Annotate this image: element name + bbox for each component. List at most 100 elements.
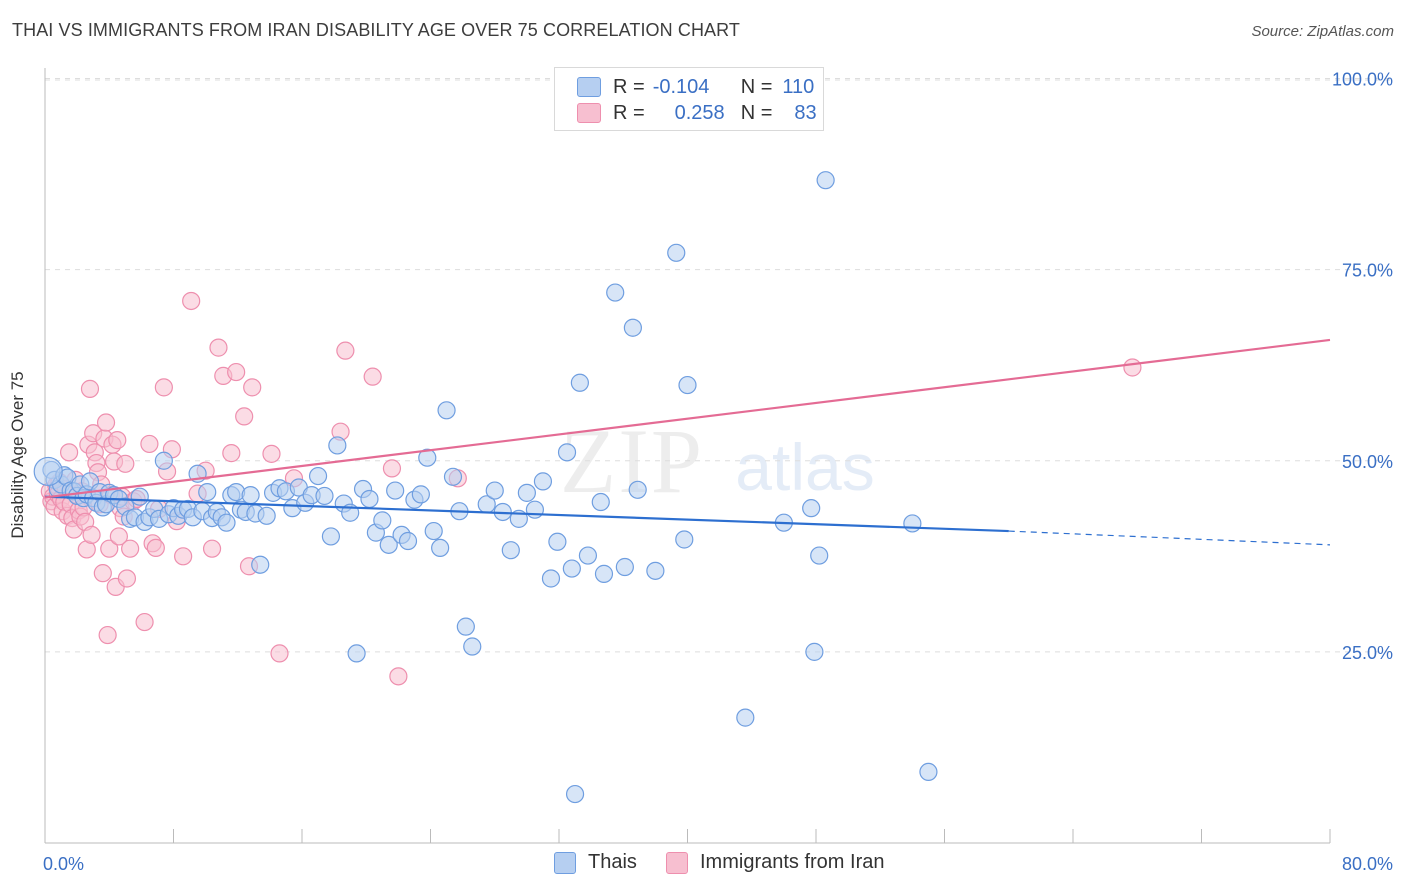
data-point <box>557 443 577 462</box>
legend-label-iran: Immigrants from Iran <box>700 851 885 873</box>
data-point <box>675 530 694 549</box>
data-point <box>270 644 289 663</box>
data-point <box>373 511 392 530</box>
legend-n-value: 110 <box>782 75 815 98</box>
data-point <box>209 338 228 357</box>
data-point <box>628 480 647 499</box>
data-point <box>463 637 482 656</box>
watermark-atlas: atlas <box>735 430 874 504</box>
trend-line-iran <box>44 338 1331 499</box>
y-axis-label: Disability Age Over 75 <box>8 371 27 539</box>
data-point <box>816 171 835 190</box>
data-point <box>517 483 536 502</box>
data-point <box>411 485 430 504</box>
data-point <box>565 784 585 804</box>
y-tick-label: 100.0% <box>1332 70 1393 90</box>
data-point <box>389 667 408 686</box>
data-point <box>678 375 697 395</box>
data-point <box>386 481 405 500</box>
data-point <box>736 708 755 727</box>
y-tick-label: 75.0% <box>1342 261 1393 281</box>
data-point <box>805 642 824 661</box>
data-point <box>431 538 450 558</box>
legend-n-label: N = <box>740 75 773 98</box>
data-point <box>594 564 614 583</box>
data-point <box>437 401 456 420</box>
data-point <box>363 367 382 386</box>
data-point <box>443 467 463 486</box>
data-point <box>135 612 154 632</box>
data-point <box>398 531 418 551</box>
data-point <box>241 486 260 505</box>
data-point <box>262 444 281 463</box>
data-point <box>667 243 686 262</box>
correlation-legend: R = -0.104 N = 110 R = 0.258 N = 83 <box>554 67 824 131</box>
data-point <box>570 373 589 392</box>
data-point <box>96 413 116 432</box>
data-point <box>202 539 222 558</box>
legend-swatch-iran <box>666 851 688 874</box>
data-point <box>98 625 117 645</box>
y-tick-label: 25.0% <box>1342 643 1393 663</box>
legend-swatch-blue <box>577 77 601 97</box>
x-tick-label-max: 80.0% <box>1342 854 1393 874</box>
data-point <box>541 569 561 588</box>
data-point <box>93 564 112 583</box>
data-point <box>615 557 634 577</box>
legend-r-label: R = <box>613 75 645 98</box>
data-point <box>117 569 137 588</box>
data-point <box>108 431 127 450</box>
y-tick-label: 50.0% <box>1342 452 1393 472</box>
legend-item-iran: Immigrants from Iran <box>666 851 884 874</box>
data-point <box>198 482 217 502</box>
data-point <box>121 539 140 558</box>
data-point <box>80 379 100 398</box>
data-point <box>154 451 173 470</box>
data-point <box>116 454 135 473</box>
legend-row-thais: R = -0.104 N = 110 <box>577 75 814 99</box>
data-point <box>456 617 475 636</box>
legend-r-value: -0.104 <box>652 75 710 98</box>
data-point <box>360 489 379 509</box>
data-point <box>623 318 642 337</box>
data-point <box>227 362 246 382</box>
data-point <box>321 527 341 546</box>
data-point <box>182 291 201 311</box>
data-point <box>810 546 829 565</box>
legend-item-thais: Thais <box>554 851 637 874</box>
data-point <box>82 525 101 545</box>
data-point <box>382 459 402 478</box>
data-point <box>109 527 128 546</box>
axes <box>44 68 1331 844</box>
trend-line-thais-extension <box>1008 530 1331 546</box>
data-point <box>548 532 567 551</box>
data-point <box>347 644 366 663</box>
data-point <box>235 407 254 426</box>
data-point <box>174 547 193 566</box>
legend-n-label: N = <box>740 101 773 124</box>
data-point <box>33 456 63 487</box>
data-point <box>379 535 398 554</box>
x-tick-label-min: 0.0% <box>43 854 84 874</box>
data-point <box>257 506 276 525</box>
data-point <box>578 546 598 565</box>
tick-labels: 25.0% 50.0% 75.0% 100.0% 0.0% 80.0% <box>43 70 1393 875</box>
data-point <box>591 492 610 512</box>
data-point <box>146 538 165 558</box>
legend-row-iran: R = 0.258 N = 83 <box>577 101 817 125</box>
data-point <box>336 341 355 360</box>
chart-title: THAI VS IMMIGRANTS FROM IRAN DISABILITY … <box>12 20 741 40</box>
data-point <box>59 443 79 462</box>
data-point <box>501 541 520 560</box>
source-label: Source: ZipAtlas.com <box>1251 23 1394 40</box>
legend-r-label: R = <box>613 101 645 124</box>
trend-line-thais <box>44 495 1009 533</box>
legend-r-value: 0.258 <box>674 101 725 124</box>
data-point <box>308 466 328 486</box>
data-point <box>646 561 665 580</box>
data-point <box>315 486 334 506</box>
data-point <box>485 481 504 500</box>
data-point <box>424 521 443 541</box>
data-point <box>562 559 581 578</box>
